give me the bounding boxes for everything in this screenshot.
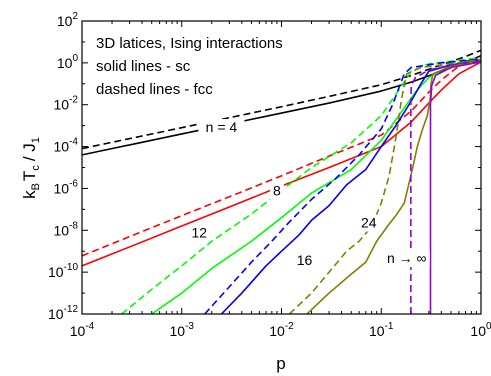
x-tick-label: 10-4 xyxy=(70,321,95,339)
y-axis-sub-c: c xyxy=(30,165,42,171)
y-axis-sub-b: B xyxy=(30,183,42,190)
x-tick-label: 100 xyxy=(470,321,491,339)
plot-frame xyxy=(81,20,482,315)
y-axis-t: T xyxy=(20,171,39,181)
x-tick-label: 10-3 xyxy=(170,321,195,339)
y-tick-labels: 102 100 10-2 10-4 10-6 10-8 10-10 10-12 xyxy=(48,11,78,322)
curve-label-background xyxy=(293,251,316,269)
curve-n24-fcc xyxy=(288,59,481,314)
y-tick-label: 10-6 xyxy=(54,178,79,196)
x-axis-title: p xyxy=(276,354,285,373)
y-axis-sub-1: 1 xyxy=(30,137,42,143)
curve-label: n = 4 xyxy=(206,119,238,135)
y-axis-slash-j: / J xyxy=(20,143,39,161)
curve-n16-sc xyxy=(220,59,481,314)
y-axis-title: kBTc / J1 xyxy=(20,137,42,199)
curve-label-background xyxy=(357,214,380,232)
curve-label: 16 xyxy=(297,252,313,268)
curve-n16-fcc xyxy=(204,58,481,314)
curve-ninf-fcc xyxy=(410,60,481,314)
curve-ninf-sc xyxy=(429,61,481,314)
curve-label-background xyxy=(198,119,245,137)
x-tick-label: 10-1 xyxy=(369,321,394,339)
curves xyxy=(82,49,481,314)
y-tick-label: 10-4 xyxy=(54,137,79,155)
curve-label: 8 xyxy=(273,183,281,199)
annotation-line-1: 3D latices, Ising interactions xyxy=(96,35,283,52)
y-tick-label: 100 xyxy=(57,53,79,71)
curve-label-background xyxy=(269,182,284,200)
curve-n8-fcc xyxy=(82,55,481,257)
curve-label: n → ∞ xyxy=(387,250,427,266)
y-tick-label: 10-2 xyxy=(54,95,79,113)
curve-n24-sc xyxy=(306,60,481,314)
annotation-box: 3D latices, Ising interactions solid lin… xyxy=(96,35,283,98)
curve-n12-sc xyxy=(151,58,481,314)
x-tick-labels: 10-4 10-3 10-2 10-1 100 xyxy=(70,321,491,339)
y-tick-label: 10-12 xyxy=(48,304,78,322)
annotation-line-3: dashed lines - fcc xyxy=(96,81,213,98)
curve-n8-sc xyxy=(82,61,481,267)
curve-label-background xyxy=(383,250,430,268)
curve-label: 24 xyxy=(361,215,377,231)
curve-n12-fcc xyxy=(121,56,481,314)
y-tick-label: 10-8 xyxy=(54,220,79,238)
x-tick-label: 10-2 xyxy=(269,321,294,339)
curve-labels: n = 4 8 12 16 24 n → ∞ xyxy=(188,119,430,269)
curve-label-background xyxy=(188,224,211,242)
y-axis-k: k xyxy=(20,190,39,199)
annotation-line-2: solid lines - sc xyxy=(96,58,191,75)
y-tick-label: 102 xyxy=(57,11,79,29)
curve-label: 12 xyxy=(192,225,208,241)
y-tick-label: 10-10 xyxy=(48,262,78,280)
